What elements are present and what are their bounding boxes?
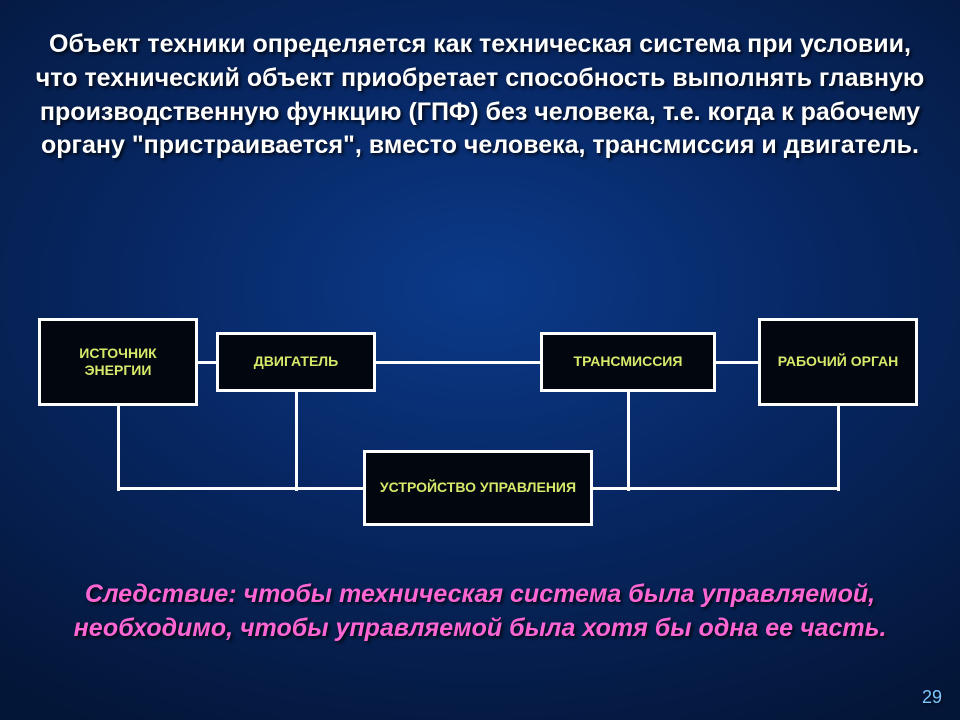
bottom-heading: Следствие: чтобы техническая система был… [50, 578, 910, 646]
node-energy: ИСТОЧНИК ЭНЕРГИИ [38, 318, 198, 406]
edge-energy-engine-0 [198, 361, 216, 364]
page-number: 29 [922, 687, 942, 708]
node-control: УСТРОЙСТВО УПРАВЛЕНИЯ [363, 450, 593, 526]
node-trans: ТРАНСМИССИЯ [540, 332, 716, 392]
edge-trans-control-0 [627, 392, 630, 491]
node-organ: РАБОЧИЙ ОРГАН [758, 318, 918, 406]
edge-trans-organ-0 [716, 361, 758, 364]
edge-engine-control-0 [295, 392, 298, 491]
edge-organ-control-1 [593, 487, 838, 490]
node-engine: ДВИГАТЕЛЬ [216, 332, 376, 392]
edge-engine-trans-0 [376, 361, 540, 364]
top-heading: Объект техники определяется как техничес… [30, 28, 930, 163]
edge-engine-control-1 [296, 487, 363, 490]
edge-organ-control-0 [837, 406, 840, 491]
edge-energy-control-0 [117, 406, 120, 491]
